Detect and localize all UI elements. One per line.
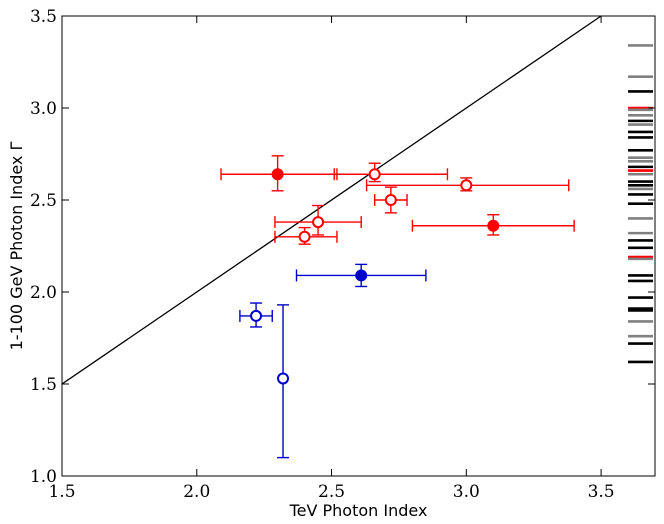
error-bars (220, 155, 575, 459)
point-blue-2 (277, 372, 290, 385)
rug-marks (628, 44, 653, 364)
plot-frame (61, 15, 656, 477)
point-red-5 (298, 230, 311, 243)
ytick-label-1: 1.5 (30, 375, 57, 395)
axis-ticks (61, 15, 655, 477)
y-axis-label: 1-100 GeV Photon Index Γ (7, 142, 26, 351)
point-red-6 (487, 219, 500, 232)
ytick-label-2: 2.0 (30, 283, 57, 303)
xtick-label-1: 2.0 (183, 482, 210, 502)
xtick-label-3: 3.0 (453, 482, 480, 502)
point-blue-1 (250, 309, 263, 322)
ytick-label-4: 3.0 (30, 99, 57, 119)
data-points (250, 168, 500, 385)
ytick-label-3: 2.5 (30, 191, 57, 211)
point-blue-0 (355, 269, 368, 282)
x-tick-labels: 1.5 2.0 2.5 3.0 3.5 (48, 482, 614, 502)
ytick-label-5: 3.5 (30, 7, 57, 27)
x-axis-label: TeV Photon Index (289, 501, 428, 520)
xtick-label-4: 3.5 (588, 482, 615, 502)
one-to-one-line (61, 15, 602, 385)
point-red-1 (368, 168, 381, 181)
point-red-4 (312, 216, 325, 229)
y-tick-labels: 1.0 1.5 2.0 2.5 3.0 3.5 (30, 7, 57, 487)
point-red-2 (460, 179, 473, 192)
point-red-3 (384, 194, 397, 206)
xtick-label-0: 1.5 (48, 482, 75, 502)
xtick-label-2: 2.5 (318, 482, 345, 502)
point-red-0 (271, 168, 284, 181)
ytick-label-0: 1.0 (30, 467, 57, 487)
